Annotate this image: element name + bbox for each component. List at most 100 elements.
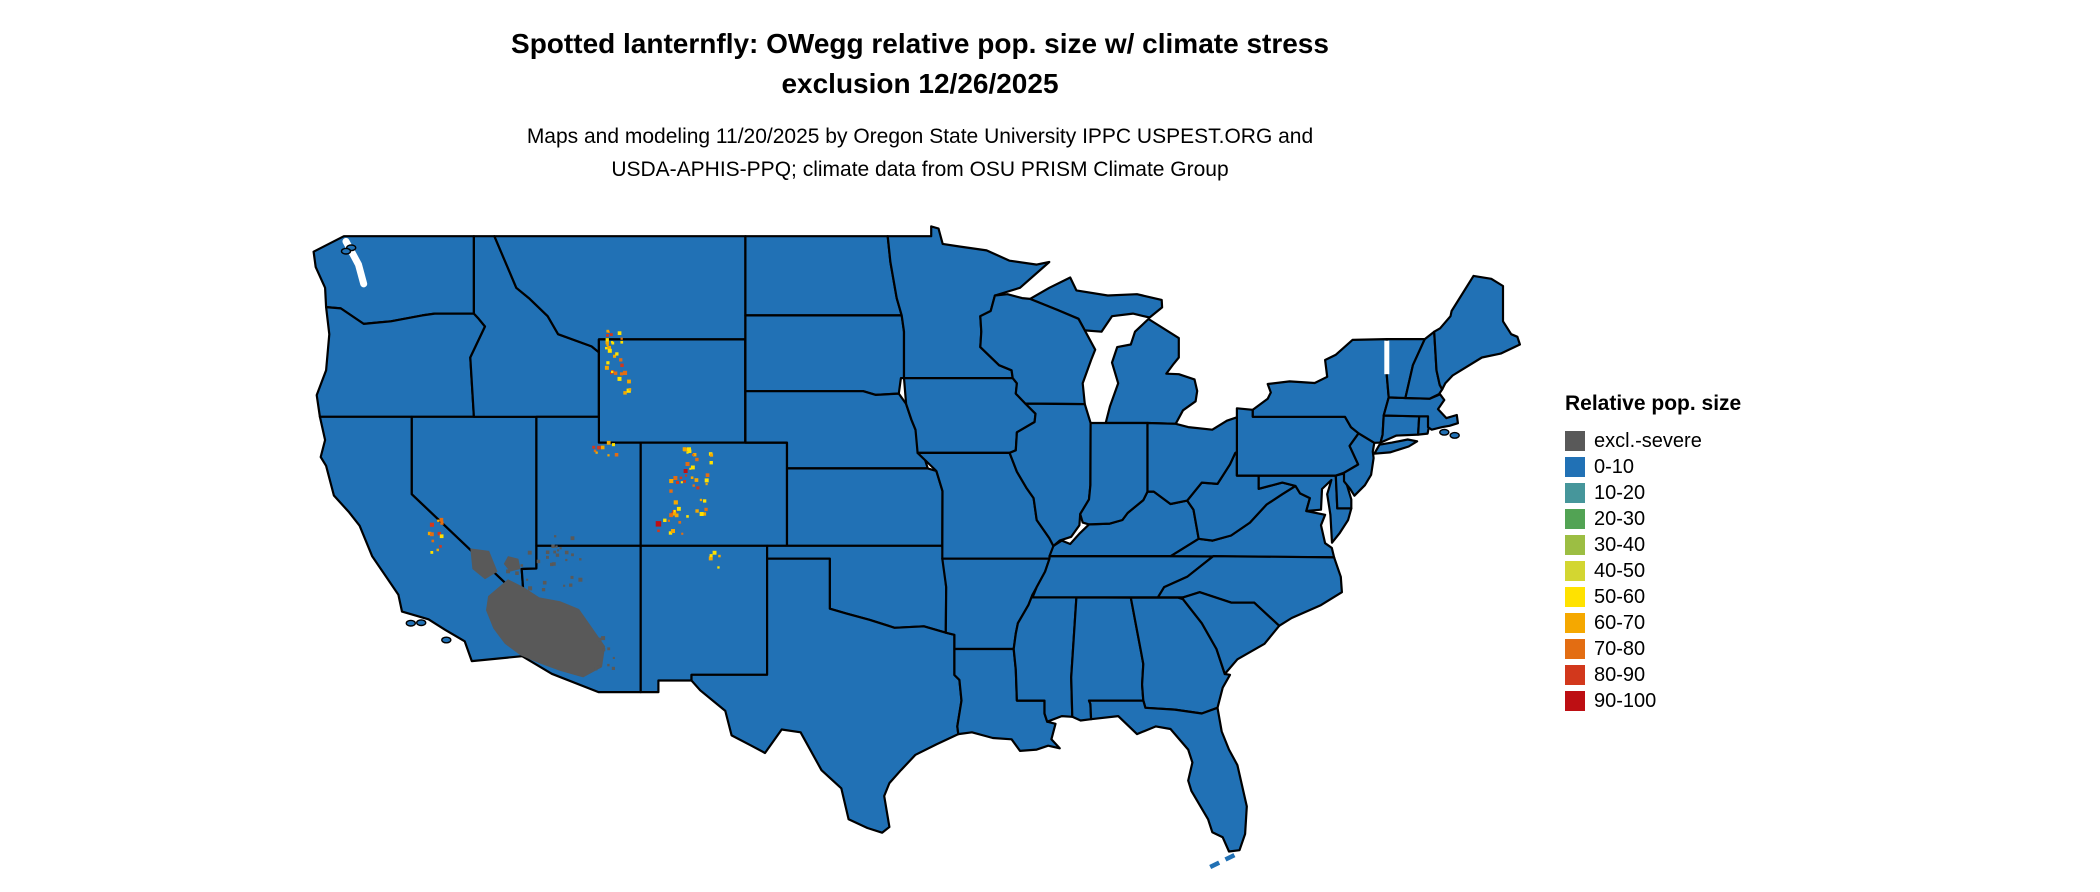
hotspot-speck	[673, 476, 678, 480]
excluded-speck	[607, 663, 610, 667]
hotspot-speck	[607, 345, 611, 350]
legend: Relative pop. size excl.-severe 0-10 10-20…	[1565, 392, 1741, 714]
hotspot-speck	[680, 481, 683, 484]
legend-item-60-70: 60-70	[1565, 610, 1741, 636]
hotspot-speck	[592, 445, 596, 449]
excluded-speck	[571, 553, 574, 557]
hotspot-speck	[607, 348, 612, 353]
excluded-speck	[555, 553, 560, 557]
state-co	[639, 441, 789, 547]
hotspot-speck	[607, 454, 610, 457]
hotspot-speck	[439, 517, 444, 522]
subtitle: Maps and modeling 11/20/2025 by Oregon S…	[0, 120, 1840, 186]
hotspot-speck	[605, 341, 609, 345]
hotspot-speck	[692, 484, 695, 487]
excluded-speck	[520, 564, 524, 567]
hotspot-speck	[620, 363, 624, 367]
hotspot-speck	[611, 443, 615, 447]
hotspot-speck	[606, 343, 609, 347]
legend-label: 20-30	[1594, 508, 1646, 530]
hotspot-speck	[674, 513, 679, 518]
excluded-region	[486, 579, 606, 678]
hotspot-speck	[709, 461, 713, 465]
hotspot-speck	[693, 453, 697, 457]
island	[340, 247, 352, 255]
state-mil	[1104, 317, 1199, 425]
legend-label: 0-10	[1594, 456, 1635, 478]
hotspot-speck	[705, 483, 708, 486]
islands-layer	[340, 244, 1460, 870]
hotspot-speck	[692, 453, 695, 456]
excluded-speck	[602, 648, 606, 652]
island	[1449, 431, 1460, 439]
legend-label: 60-70	[1594, 612, 1646, 634]
excluded-speck	[527, 550, 532, 555]
legend-swatch	[1565, 483, 1585, 503]
hotspot-speck	[430, 551, 434, 554]
legend-swatch	[1565, 561, 1585, 581]
legend-label: 10-20	[1594, 482, 1646, 504]
hotspot-speck	[611, 370, 614, 374]
state-sd	[744, 314, 906, 396]
hotspot-speck	[673, 509, 676, 513]
hotspot-speck	[627, 379, 631, 384]
legend-item-40-50: 40-50	[1565, 558, 1741, 584]
hotspot-speck	[696, 486, 700, 490]
hotspot-speck	[685, 462, 690, 466]
excluded-speck	[607, 647, 611, 651]
state-nd	[744, 235, 903, 317]
excluded-speck	[553, 550, 557, 554]
excluded-speck	[551, 544, 555, 548]
excluded-speck	[541, 588, 546, 592]
hotspot-speck	[622, 370, 628, 375]
legend-item-90-100: 90-100	[1565, 688, 1741, 714]
hotspot-speck	[676, 480, 680, 484]
hotspot-speck	[712, 550, 717, 555]
hotspot-speck	[617, 331, 622, 335]
hotspot-speck	[436, 548, 439, 552]
island	[1439, 428, 1450, 436]
excluded-speck	[526, 578, 529, 581]
state-ct	[1379, 414, 1421, 444]
hotspot-speck	[606, 334, 609, 337]
hotspot-speck	[669, 513, 674, 518]
hotspot-speck	[678, 521, 682, 524]
hotspot-speck	[620, 337, 623, 340]
title-line-1: Spotted lanternfly: OWegg relative pop. …	[511, 28, 1329, 59]
legend-items: excl.-severe 0-10 10-20 20-30 30-40 40-50 50-6…	[1565, 428, 1741, 714]
legend-label: excl.-severe	[1594, 430, 1702, 452]
subtitle-line-2: USDA-APHIS-PPQ; climate data from OSU PR…	[611, 158, 1229, 181]
hotspot-speck	[429, 522, 434, 527]
legend-label: 40-50	[1594, 560, 1646, 582]
legend-swatch	[1565, 665, 1585, 685]
hotspot-speck	[604, 365, 609, 370]
legend-swatch	[1565, 639, 1585, 659]
hotspot-speck	[440, 521, 444, 525]
state-nm	[639, 544, 769, 694]
hotspot-speck	[429, 532, 434, 537]
hotspot-speck	[671, 529, 675, 533]
excluded-speck	[554, 535, 557, 538]
excluded-speck	[563, 584, 566, 587]
hotspot-speck-red	[655, 521, 662, 527]
hotspot-speck	[615, 352, 619, 356]
legend-item-70-80: 70-80	[1565, 636, 1741, 662]
state-fl	[1087, 699, 1248, 853]
legend-swatch	[1565, 509, 1585, 529]
state-pa	[1235, 407, 1360, 477]
hotspot-speck	[593, 449, 597, 453]
hotspot-speck	[676, 506, 681, 511]
hotspot-speck	[620, 340, 624, 344]
hotspot-speck	[687, 447, 691, 452]
excluded-speck	[559, 547, 562, 550]
legend-label: 30-40	[1594, 534, 1646, 556]
map-container	[300, 222, 1528, 882]
hotspot-speck	[705, 473, 710, 477]
legend-item-20-30: 20-30	[1565, 506, 1741, 532]
hotspot-speck	[694, 478, 699, 482]
excluded-speck	[515, 571, 519, 575]
legend-swatch	[1565, 587, 1585, 607]
hotspot-speck	[427, 531, 432, 536]
legend-swatch	[1565, 457, 1585, 477]
